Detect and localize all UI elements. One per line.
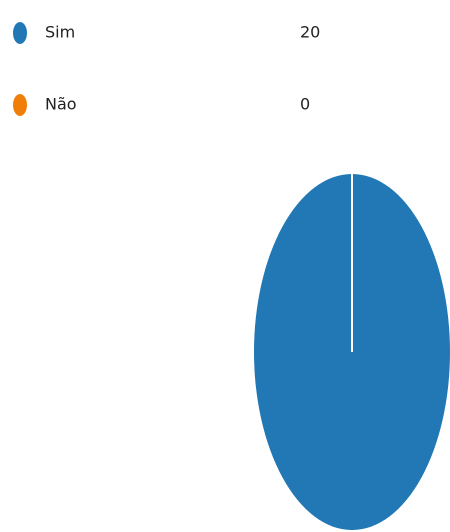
legend-value: 20	[300, 23, 320, 42]
legend-label: Sim	[45, 23, 75, 42]
legend-swatch	[13, 94, 27, 116]
legend-label: Não	[45, 95, 77, 114]
legend-value: 0	[300, 95, 310, 114]
legend-swatch	[13, 22, 27, 44]
